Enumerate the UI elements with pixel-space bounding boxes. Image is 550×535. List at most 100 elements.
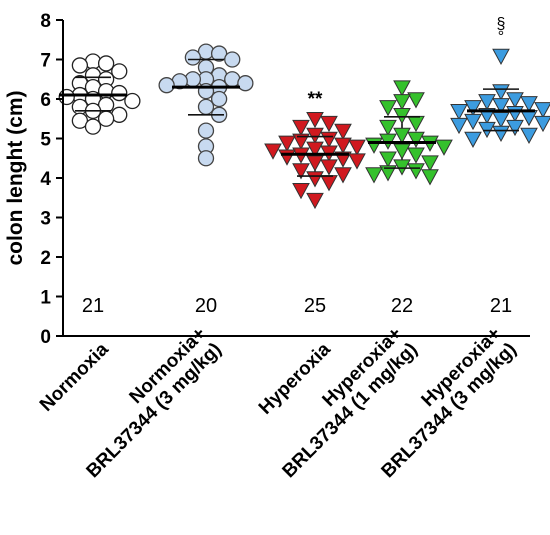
y-tick-label: 3 [40, 209, 51, 230]
data-point [124, 92, 141, 110]
data-point [407, 115, 425, 133]
data-point [464, 113, 482, 131]
data-point [407, 147, 425, 164]
category-label-line: Normoxia [36, 339, 113, 416]
data-point [306, 171, 324, 188]
data-point [393, 143, 411, 160]
data-point [478, 94, 496, 111]
data-point [379, 165, 397, 182]
data-point [492, 125, 510, 143]
data-point [306, 192, 324, 210]
data-point [506, 106, 524, 123]
data-point [334, 123, 352, 141]
data-point [97, 110, 115, 127]
data-point [435, 139, 453, 156]
data-point [492, 98, 510, 115]
data-point [224, 51, 241, 68]
data-point [379, 100, 397, 117]
data-point [210, 45, 228, 62]
data-point [450, 104, 468, 121]
group-n-label: 20 [195, 295, 217, 317]
data-point [393, 108, 411, 125]
data-point [210, 90, 228, 108]
data-point [264, 143, 282, 160]
data-point [407, 163, 425, 180]
data-point [464, 100, 482, 117]
category-label: Hyperoxia [255, 339, 335, 419]
data-point [278, 135, 296, 152]
data-point [534, 102, 550, 119]
y-tick-label: 8 [40, 11, 51, 32]
data-point [407, 92, 425, 109]
data-point [334, 167, 352, 184]
data-point [365, 167, 383, 184]
axes-layer [62, 20, 530, 337]
significance-annotation: ** [308, 89, 323, 110]
group-size-labels-layer: 21 20 25 22 21 [82, 295, 512, 317]
data-point [184, 49, 202, 66]
y-axis-label: colon lenght (cm) [4, 91, 27, 266]
group-n-label: 22 [391, 295, 413, 317]
data-point [421, 155, 439, 172]
data-point [292, 119, 310, 137]
data-point [464, 131, 482, 148]
data-point [506, 119, 524, 137]
data-point [197, 98, 215, 116]
y-tick-label: 5 [40, 130, 51, 151]
data-point [197, 122, 215, 139]
data-point [492, 84, 510, 101]
data-point [292, 163, 310, 180]
group-n-label: 21 [490, 295, 512, 317]
annotations-layer: ** §° [308, 16, 506, 110]
data-point [292, 133, 310, 150]
data-point [534, 115, 550, 133]
data-point [306, 111, 324, 129]
data-point [348, 153, 366, 170]
error-bars-layer [92, 59, 502, 177]
data-point [97, 55, 115, 72]
data-point [306, 127, 324, 144]
data-point [492, 48, 510, 65]
y-ticks-layer: 0 1 2 3 4 5 6 7 8 [40, 11, 63, 348]
data-point [111, 63, 128, 80]
data-point [348, 139, 366, 156]
data-point [278, 149, 296, 166]
data-point [320, 115, 338, 133]
group-n-label: 25 [304, 295, 326, 317]
data-point [197, 150, 215, 167]
significance-annotation: ° [498, 29, 504, 46]
data-point [334, 137, 352, 154]
data-point [520, 127, 538, 144]
mean-lines-layer [59, 58, 535, 177]
group-n-label: 21 [82, 295, 104, 317]
data-point [158, 77, 175, 94]
significance-annotation: § [497, 16, 506, 33]
data-point [379, 151, 397, 168]
data-point [71, 112, 89, 129]
data-point [421, 169, 439, 186]
data-point [450, 117, 468, 135]
category-label: Normoxia [36, 339, 113, 416]
category-labels-layer: Normoxia Normoxia+BRL37344 (3 mg/kg) Hyper… [36, 323, 521, 482]
category-label-line: Hyperoxia [255, 339, 335, 419]
data-point [407, 131, 425, 148]
data-point [320, 131, 338, 148]
y-tick-label: 2 [40, 248, 51, 269]
y-tick-label: 0 [40, 327, 51, 348]
data-point [84, 118, 102, 135]
data-point [292, 183, 310, 200]
data-point [58, 88, 75, 106]
data-point [320, 159, 338, 176]
y-tick-label: 1 [40, 288, 51, 309]
data-point [306, 155, 324, 172]
data-point [393, 80, 411, 97]
data-point [306, 141, 324, 158]
data-point [365, 137, 383, 154]
data-point [520, 96, 538, 113]
data-point [506, 92, 524, 109]
data-point [320, 175, 338, 192]
data-point [393, 94, 411, 111]
data-point [71, 57, 89, 74]
data-point [237, 75, 254, 92]
